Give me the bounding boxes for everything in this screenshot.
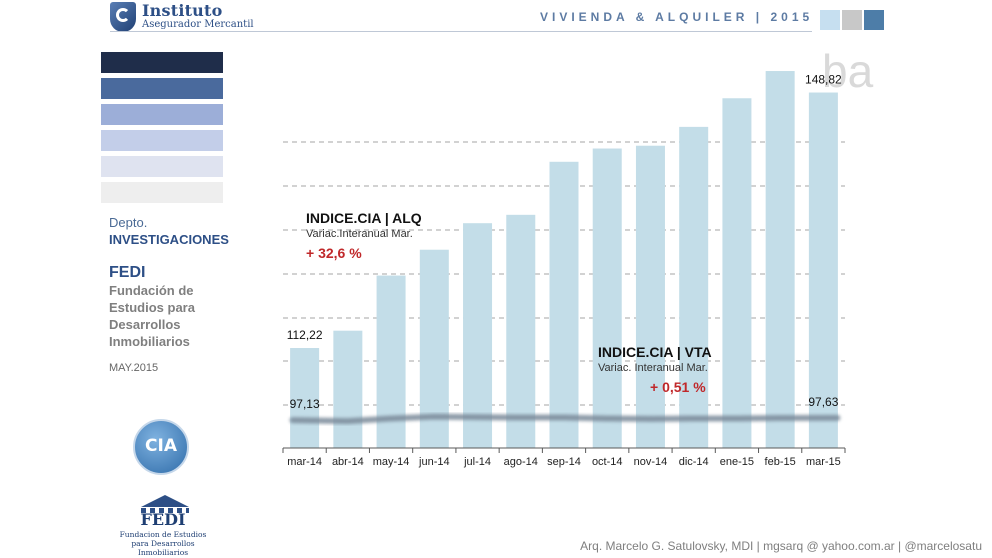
bar-ene-15 <box>722 98 752 448</box>
vta-value: + 0,51 % <box>650 379 706 395</box>
x-tick-label: feb-15 <box>765 456 796 468</box>
bar-sep-14 <box>549 161 579 448</box>
vta-annotation: INDICE.CIA | VTA Variac. Interanual Mar.… <box>598 344 712 395</box>
bar-may-14 <box>376 275 406 448</box>
footer-credits: Arq. Marcelo G. Satulovsky, MDI | mgsarq… <box>580 539 982 553</box>
corner-text: ba <box>822 45 874 97</box>
bar-mar-14 <box>290 348 320 448</box>
bar-feb-15 <box>765 71 795 448</box>
header-divider <box>110 31 812 32</box>
bar-dic-14 <box>679 126 709 448</box>
vta-title: INDICE.CIA | VTA <box>598 344 712 360</box>
vta-subtitle: Variac. Interanual Mar. <box>598 362 708 374</box>
fedi-logo: FEDI Fundacion de Estudios para Desarrol… <box>108 495 218 557</box>
line-data-label: 97,13 <box>290 397 320 411</box>
x-tick-label: mar-15 <box>806 456 841 468</box>
vta-series-line <box>289 413 841 425</box>
bar-mar-15 <box>808 92 838 449</box>
bar-abr-14 <box>333 330 363 448</box>
fedi-logo-title: FEDI <box>140 510 186 529</box>
bar-data-label: 148,82 <box>805 73 842 87</box>
alq-value: + 32,6 % <box>306 245 362 261</box>
alq-subtitle: Variac.Interanual Mar. <box>306 228 413 240</box>
fundacion-line: Inmobiliarios <box>109 334 190 349</box>
fundacion-line: Desarrollos <box>109 317 181 332</box>
header-title: VIVIENDA & ALQUILER | 2015 <box>540 10 814 24</box>
columns-icon <box>141 508 189 513</box>
cia-logo: CIA <box>133 419 189 475</box>
alq-annotation: INDICE.CIA | ALQ Variac.Interanual Mar. … <box>306 210 422 261</box>
alq-title: INDICE.CIA | ALQ <box>306 210 422 226</box>
palette-swatch <box>101 104 223 125</box>
palette-swatch <box>101 52 223 73</box>
x-tick-label: mar-14 <box>287 456 322 468</box>
x-tick-label: jul-14 <box>463 456 491 468</box>
header-square-gray <box>842 10 862 30</box>
x-tick-label: ago-14 <box>504 456 538 468</box>
fedi-logo-subtitle-line: Fundacion de Estudios <box>119 530 207 539</box>
x-tick-label: may-14 <box>373 456 410 468</box>
palette-swatch <box>101 156 223 177</box>
fedi-logo-subtitle-line: para Desarrollos Inmobiliarios <box>131 539 195 557</box>
line-data-label: 97,63 <box>808 395 838 409</box>
x-tick-label: ene-15 <box>720 456 754 468</box>
logo-subtitle: Asegurador Mercantil <box>142 19 254 30</box>
depto-label: Depto. <box>109 215 148 230</box>
shield-icon <box>110 2 136 32</box>
bar-oct-14 <box>592 148 622 448</box>
fedi-heading: FEDI <box>109 264 146 281</box>
bar-jul-14 <box>463 223 493 448</box>
x-tick-label: sep-14 <box>547 456 581 468</box>
palette-swatch <box>101 182 223 203</box>
palette-swatch <box>101 130 223 151</box>
x-tick-label: nov-14 <box>634 456 668 468</box>
roof-icon <box>141 495 189 507</box>
investigaciones-label: INVESTIGACIONES <box>109 232 229 247</box>
x-tick-label: jun-14 <box>418 456 450 468</box>
report-date: MAY.2015 <box>109 362 159 374</box>
instituto-logo: Instituto Asegurador Mercantil <box>110 1 254 34</box>
bar-nov-14 <box>635 145 665 448</box>
bar-data-label: 112,22 <box>287 328 323 342</box>
palette-swatch <box>101 78 223 99</box>
fundacion-line: Estudios para <box>109 300 195 315</box>
bar-ago-14 <box>506 214 536 448</box>
x-tick-label: oct-14 <box>592 456 623 468</box>
logo-name: Instituto <box>142 1 223 20</box>
fundacion-line: Fundación de <box>109 283 194 298</box>
header-square-dark-blue <box>864 10 884 30</box>
x-tick-label: abr-14 <box>332 456 364 468</box>
header-square-light-blue <box>820 10 840 30</box>
x-tick-label: dic-14 <box>679 456 709 468</box>
fedi-logo-subtitle: Fundacion de Estudios para Desarrollos I… <box>108 530 218 557</box>
